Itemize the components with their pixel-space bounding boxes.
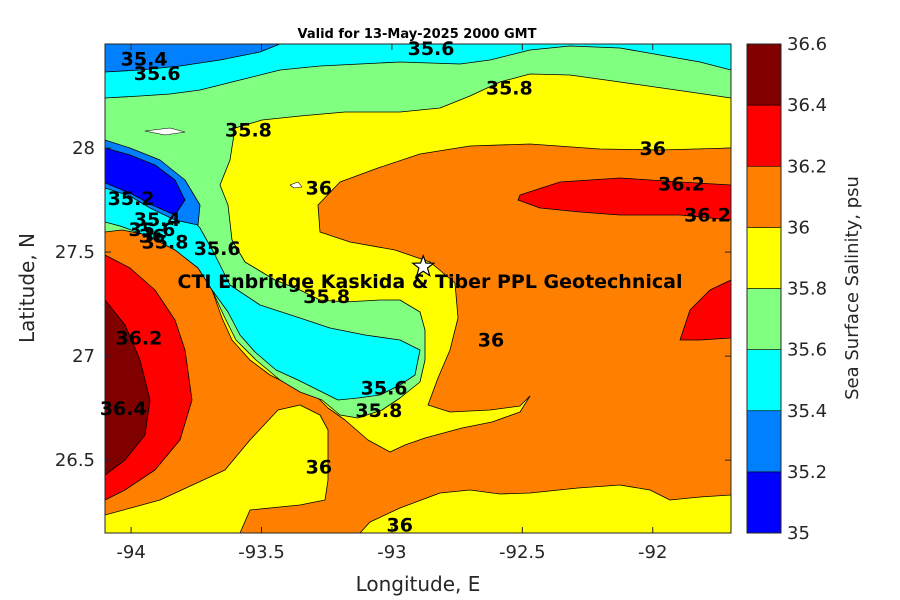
contour-label: 36 — [306, 456, 332, 478]
x-tick-label: -92.5 — [499, 542, 546, 563]
colorbar-segment — [746, 471, 782, 534]
colorbar-tick-label: 35.2 — [787, 462, 827, 483]
contour-label: 36 — [306, 178, 332, 200]
colorbar-segment — [746, 165, 782, 228]
site-layer: CTI Enbridge Kaskida & Tiber PPL Geotech… — [178, 253, 683, 293]
contour-label: 35.6 — [129, 219, 176, 241]
contour-label: 35.6 — [194, 238, 241, 260]
colorbar-tick-label: 35.4 — [787, 401, 827, 422]
x-tick-label: -93.5 — [238, 542, 285, 563]
y-tick-label: 27 — [72, 346, 95, 367]
colorbar-segment — [746, 410, 782, 473]
y-tick-label: 27.5 — [55, 242, 95, 263]
contour-label: 35.2 — [108, 188, 155, 210]
y-axis: 26.5 27 27.5 28 — [55, 138, 731, 471]
band-35.4-35.6 — [105, 44, 731, 401]
contour-label: 36.4 — [100, 398, 147, 420]
y-tick-label: 28 — [72, 138, 95, 159]
contour-label: 35.8 — [142, 232, 189, 254]
band-36.4-36.6-west — [105, 299, 151, 476]
x-axis-label: Longitude, E — [356, 572, 481, 596]
x-tick-label: -93 — [377, 542, 406, 563]
contour-label: 35.8 — [355, 400, 402, 422]
contour-label: 36 — [387, 515, 413, 537]
colorbar-tick-label: 35.6 — [787, 340, 827, 361]
plot-frame — [104, 43, 732, 534]
contour-label: 36 — [640, 138, 666, 160]
contour-label: 35.8 — [303, 286, 350, 308]
x-tick-label: -92 — [638, 542, 667, 563]
contour-label: 35.4 — [121, 49, 168, 71]
colorbar-tick-label: 36.2 — [787, 156, 827, 177]
small-feature-2 — [289, 181, 303, 189]
colorbar-tick-label: 35 — [787, 523, 810, 544]
band-36.2-36.4-east — [517, 177, 731, 341]
contour-label: 35.8 — [225, 119, 272, 141]
colorbar: 35 35.2 35.4 35.6 35.8 36 36.2 36.4 36.6 — [746, 34, 827, 544]
colorbar-segment — [746, 227, 782, 289]
contour-label: 36.2 — [115, 327, 162, 349]
y-axis-label: Latitude, N — [15, 233, 39, 343]
x-axis: -94 -93.5 -93 -92.5 -92 — [116, 44, 667, 563]
colorbar-segment — [746, 288, 782, 350]
colorbar-segment — [746, 43, 782, 106]
contour-label: 35.6 — [408, 38, 455, 60]
site-star-marker — [411, 253, 436, 278]
band-35-35.2 — [105, 147, 186, 216]
colorbar-tick-label: 36.6 — [787, 34, 827, 55]
site-annotation: CTI Enbridge Kaskida & Tiber PPL Geotech… — [178, 271, 683, 293]
colorbar-tick-label: 36 — [787, 217, 810, 238]
contour-label: 36.2 — [658, 173, 705, 195]
chart-title: Valid for 13-May-2025 2000 GMT — [298, 27, 537, 42]
contour-label: 36.2 — [684, 205, 731, 227]
colorbar-frame — [746, 43, 782, 534]
colorbar-segment — [746, 349, 782, 412]
contour-label: 36 — [139, 225, 165, 247]
band-35.8-36 — [105, 44, 731, 533]
colorbar-segment — [746, 104, 782, 167]
colorbar-tick-label: 36.4 — [787, 95, 827, 116]
contour-label: 35.6 — [134, 63, 181, 85]
x-tick-label: -94 — [116, 542, 145, 563]
contour-label: 35.6 — [361, 377, 408, 399]
contour-label: 35.4 — [134, 209, 181, 231]
contour-label: 36 — [478, 329, 504, 351]
small-feature — [144, 127, 186, 136]
colorbar-label: Sea Surface Salinity, psu — [842, 176, 863, 400]
contour-label: 35.8 — [486, 78, 533, 100]
y-tick-label: 26.5 — [55, 450, 95, 471]
colorbar-tick-label: 35.8 — [787, 279, 827, 300]
